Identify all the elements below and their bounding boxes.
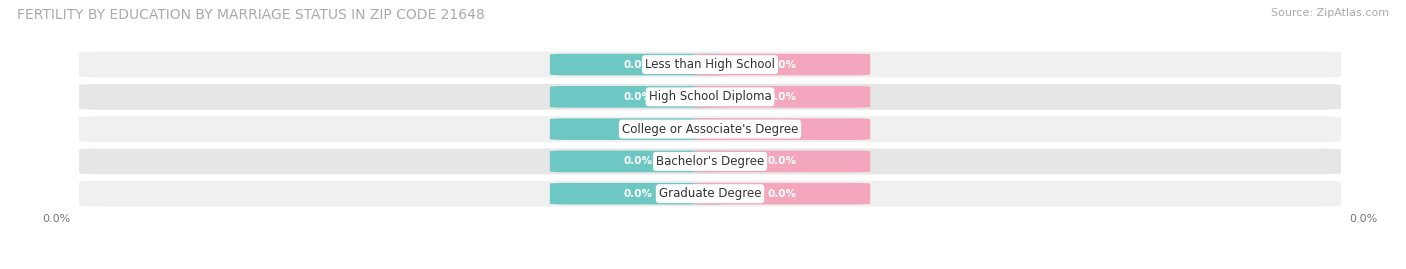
Text: 0.0%: 0.0% xyxy=(624,59,652,70)
Text: 0.0%: 0.0% xyxy=(624,124,652,134)
Text: 0.0%: 0.0% xyxy=(768,92,796,102)
Text: 0.0%: 0.0% xyxy=(768,189,796,199)
FancyBboxPatch shape xyxy=(550,86,727,108)
Text: Less than High School: Less than High School xyxy=(645,58,775,71)
FancyBboxPatch shape xyxy=(550,54,727,75)
Text: 0.0%: 0.0% xyxy=(768,59,796,70)
FancyBboxPatch shape xyxy=(79,84,1341,110)
FancyBboxPatch shape xyxy=(550,118,727,140)
FancyBboxPatch shape xyxy=(79,148,1341,174)
FancyBboxPatch shape xyxy=(79,181,1341,207)
Text: Bachelor's Degree: Bachelor's Degree xyxy=(657,155,763,168)
Text: College or Associate's Degree: College or Associate's Degree xyxy=(621,123,799,136)
Text: High School Diploma: High School Diploma xyxy=(648,90,772,103)
Text: 0.0%: 0.0% xyxy=(624,156,652,167)
FancyBboxPatch shape xyxy=(550,151,727,172)
FancyBboxPatch shape xyxy=(693,54,870,75)
FancyBboxPatch shape xyxy=(550,183,727,204)
Text: 0.0%: 0.0% xyxy=(624,189,652,199)
FancyBboxPatch shape xyxy=(79,116,1341,142)
FancyBboxPatch shape xyxy=(693,151,870,172)
FancyBboxPatch shape xyxy=(79,52,1341,77)
Text: 0.0%: 0.0% xyxy=(768,156,796,167)
Text: Graduate Degree: Graduate Degree xyxy=(659,187,761,200)
FancyBboxPatch shape xyxy=(693,86,870,108)
Text: FERTILITY BY EDUCATION BY MARRIAGE STATUS IN ZIP CODE 21648: FERTILITY BY EDUCATION BY MARRIAGE STATU… xyxy=(17,8,485,22)
Text: Source: ZipAtlas.com: Source: ZipAtlas.com xyxy=(1271,8,1389,18)
FancyBboxPatch shape xyxy=(693,183,870,204)
Text: 0.0%: 0.0% xyxy=(768,124,796,134)
Text: 0.0%: 0.0% xyxy=(624,92,652,102)
FancyBboxPatch shape xyxy=(693,118,870,140)
